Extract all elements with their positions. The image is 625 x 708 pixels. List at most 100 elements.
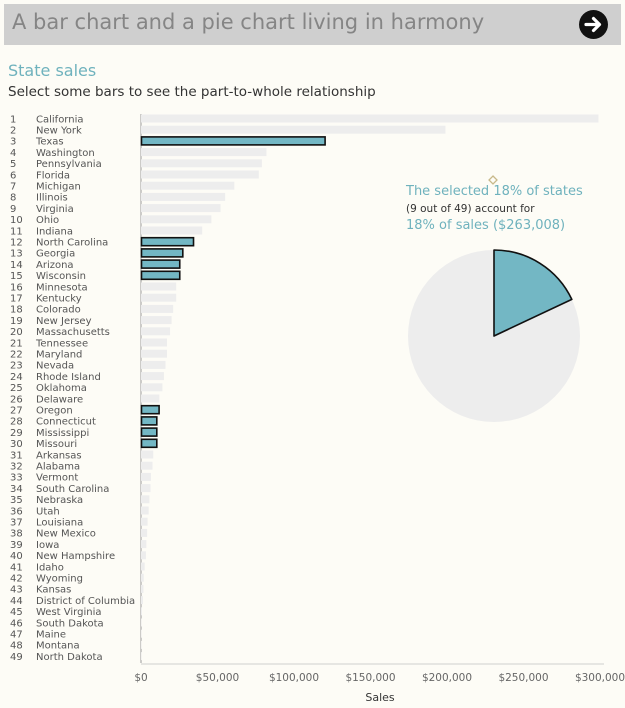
banner-title: A bar chart and a pie chart living in ha… [12,10,485,34]
bar [141,472,151,481]
rank-label: 13 [10,249,23,260]
state-label: California [36,114,84,125]
rank-label: 35 [10,495,23,506]
bar [141,181,235,190]
state-label: New York [36,126,82,137]
annotation-line-2: (9 out of 49) account for [406,203,535,215]
rank-label: 24 [10,372,23,383]
rank-label: 44 [10,596,23,607]
state-label: Wisconsin [36,271,86,282]
bar [141,573,144,582]
rank-label: 39 [10,540,23,551]
bar [141,226,203,235]
state-label: West Virginia [36,607,101,618]
rank-label: 41 [10,562,23,573]
rank-label: 17 [10,294,23,305]
bar [141,640,142,649]
state-label: Alabama [36,462,80,473]
rank-label: 16 [10,282,23,293]
rank-label: 43 [10,585,23,596]
state-label: Louisiana [36,518,83,529]
rank-label: 49 [10,652,23,663]
rank-label: 5 [10,159,16,170]
bar [141,304,174,313]
state-label: Minnesota [36,282,88,293]
state-label: Nevada [36,361,74,372]
bar [141,372,164,381]
x-tick-label: $200,000 [422,672,472,684]
bar [141,528,148,537]
state-label: South Carolina [36,484,109,495]
x-tick-label: $100,000 [269,672,319,684]
bar [141,327,171,336]
rank-label: 47 [10,630,23,641]
bar [141,204,221,213]
state-label: Georgia [36,249,75,260]
bar [140,427,158,437]
rank-label: 40 [10,551,23,562]
bar [140,248,184,258]
bar [141,607,142,616]
state-label: Oregon [36,406,73,417]
title-banner: A bar chart and a pie chart living in ha… [4,4,621,45]
state-label: New Hampshire [36,551,115,562]
bar [140,136,326,146]
next-button[interactable] [579,10,608,39]
rank-label: 11 [10,226,23,237]
bar [141,394,160,403]
state-label: District of Columbia [36,596,135,607]
bar [140,259,181,269]
rank-label: 31 [10,450,23,461]
state-label: Utah [36,506,60,517]
rank-label: 29 [10,428,23,439]
bar [140,438,158,449]
rank-label: 33 [10,473,23,484]
bar [141,629,142,638]
section-subtitle: Select some bars to see the part-to-whol… [8,84,376,100]
rank-label: 4 [10,148,16,159]
state-label: Kansas [36,585,71,596]
x-tick-label: $300,000 [575,672,625,684]
annotation-line-3: 18% of sales ($263,008) [406,218,566,233]
bar [141,450,154,459]
bar [141,461,153,470]
rank-label: 7 [10,182,16,193]
state-label: Maine [36,630,66,641]
bar [141,652,142,661]
rank-label: 6 [10,170,16,181]
state-label: Mississippi [36,428,89,439]
state-label: New Jersey [36,316,92,327]
rank-label: 45 [10,607,23,618]
rank-label: 46 [10,618,23,629]
bar [141,584,144,593]
state-label: Colorado [36,305,81,316]
rank-label: 2 [10,126,16,137]
x-tick-label: $250,000 [498,672,548,684]
state-label: Oklahoma [36,383,87,394]
arrow-right-circle-icon [584,16,602,33]
bar [140,416,158,426]
rank-label: 25 [10,383,23,394]
state-label: North Carolina [36,238,108,249]
state-label: Pennsylvania [36,159,102,170]
state-label: Virginia [36,204,74,215]
rank-label: 10 [10,215,23,226]
bar [141,192,226,201]
state-label: Nebraska [36,495,83,506]
state-label: Rhode Island [36,372,101,383]
rank-label: 9 [10,204,16,215]
bar [141,215,212,224]
section-title: State sales [8,61,97,80]
rank-label: 23 [10,361,23,372]
bar [141,360,166,369]
x-tick-label: $50,000 [196,672,239,684]
state-label: Delaware [36,394,83,405]
bar [140,270,181,281]
bar [141,170,259,179]
bar [141,551,146,560]
state-label: Ohio [36,215,59,226]
rank-label: 30 [10,439,23,450]
bar [141,282,177,291]
bar [141,148,267,157]
